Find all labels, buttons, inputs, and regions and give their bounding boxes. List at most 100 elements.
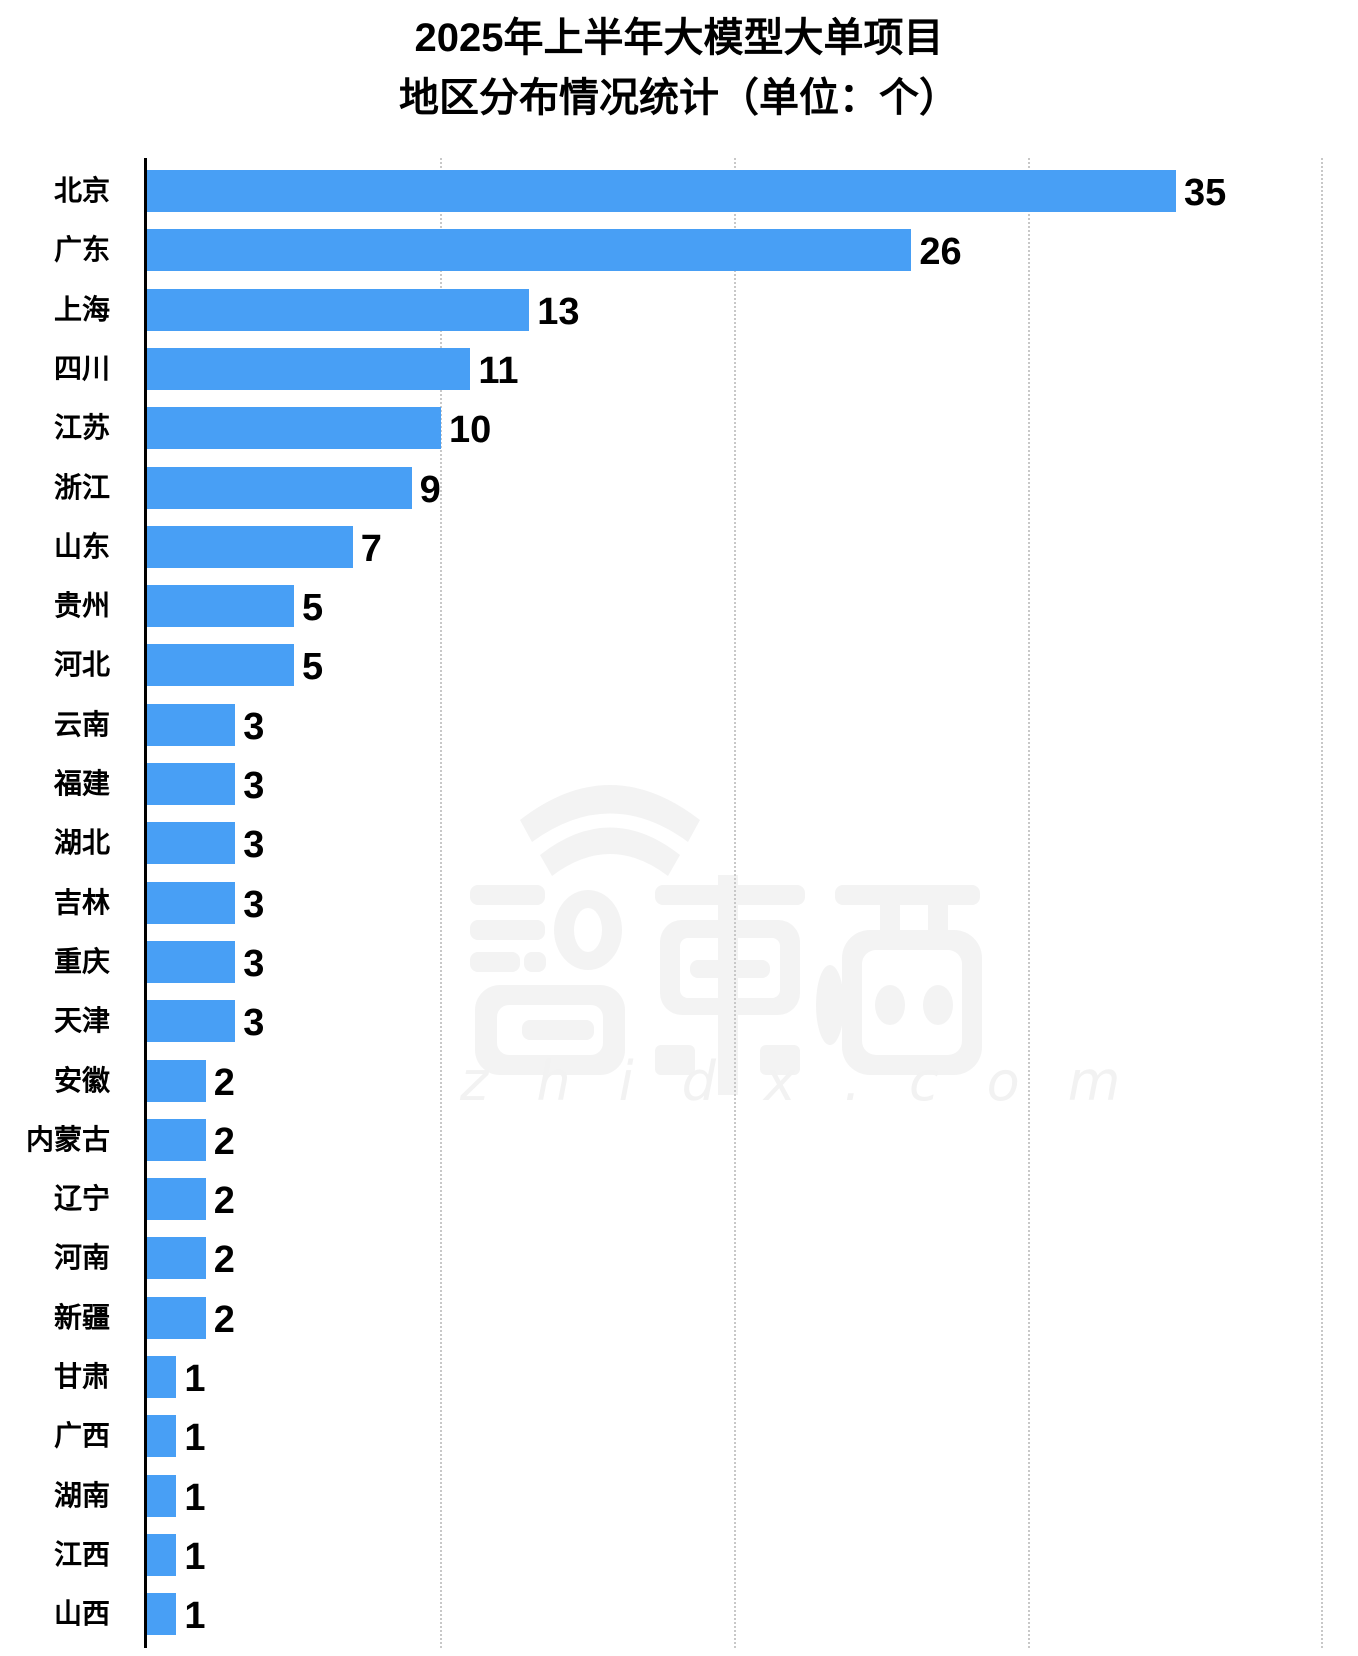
category-label: 广西 — [53, 1420, 110, 1452]
bar-row: 辽宁 2 — [0, 1178, 1358, 1223]
bar-row: 上海 13 — [0, 288, 1358, 333]
category-label: 福建 — [53, 768, 110, 799]
bar-row: 山东 7 — [0, 525, 1358, 570]
bar-row: 江苏 10 — [0, 407, 1358, 452]
value-label: 2 — [213, 1298, 235, 1341]
bar-row: 吉林 3 — [0, 881, 1358, 926]
value-label: 9 — [419, 468, 441, 511]
bar — [147, 466, 412, 509]
bar-row: 江西 1 — [0, 1533, 1358, 1578]
zhidx-watermark-url: zhidx.com — [460, 1050, 1169, 1113]
bar — [147, 525, 353, 568]
category-label: 河南 — [53, 1242, 110, 1274]
value-label: 1 — [184, 1595, 206, 1638]
bar-row: 新疆 2 — [0, 1296, 1358, 1341]
bar — [147, 1059, 206, 1102]
value-label: 11 — [478, 349, 519, 392]
value-label: 7 — [360, 527, 382, 570]
bar — [147, 1296, 206, 1339]
bar-row: 内蒙古 2 — [0, 1118, 1358, 1163]
category-label: 江西 — [53, 1538, 110, 1570]
category-label: 河北 — [53, 649, 110, 681]
category-label: 湖北 — [53, 827, 110, 859]
bar-row: 河南 2 — [0, 1237, 1358, 1282]
category-label: 甘肃 — [53, 1361, 110, 1392]
bar — [147, 881, 236, 924]
value-label: 2 — [213, 1061, 235, 1104]
bar — [147, 1118, 206, 1161]
bar-row: 福建 3 — [0, 763, 1358, 807]
value-label: 2 — [213, 1120, 235, 1163]
value-label: 2 — [213, 1180, 235, 1223]
value-label: 1 — [184, 1476, 206, 1519]
bar — [147, 703, 236, 746]
category-label: 北京 — [53, 175, 110, 206]
category-label: 湖南 — [53, 1479, 110, 1511]
bar — [147, 822, 236, 865]
category-label: 安徽 — [53, 1064, 110, 1096]
bar-row: 浙江 9 — [0, 466, 1358, 511]
chart-title-line1: 2025年上半年大模型大单项目 — [414, 16, 944, 60]
category-label: 山东 — [53, 530, 110, 562]
bar-row: 广西 1 — [0, 1415, 1358, 1460]
chart-title: 2025年上半年大模型大单项目 地区分布情况统计（单位：个） — [0, 8, 1358, 128]
bar — [147, 1474, 177, 1517]
bar-row: 河北 5 — [0, 644, 1358, 689]
value-label: 3 — [243, 883, 265, 926]
chart-title-line2: 地区分布情况统计（单位：个） — [399, 76, 959, 120]
bar — [147, 1356, 177, 1398]
category-label: 内蒙古 — [25, 1123, 110, 1155]
value-label: 10 — [449, 409, 492, 452]
gridline-30 — [1028, 158, 1030, 1648]
category-label: 云南 — [53, 708, 110, 740]
value-label: 2 — [213, 1239, 235, 1282]
bar — [147, 288, 530, 331]
bar-row: 湖北 3 — [0, 822, 1358, 867]
bar-row: 贵州 5 — [0, 585, 1358, 630]
gridline-40 — [1321, 158, 1323, 1648]
value-label: 5 — [302, 587, 324, 630]
category-label: 新疆 — [53, 1301, 110, 1333]
bar-row: 安徽 2 — [0, 1059, 1358, 1104]
gridline-20 — [734, 158, 736, 1648]
bar — [147, 1178, 206, 1221]
category-label: 江苏 — [53, 412, 110, 444]
value-label: 3 — [243, 942, 265, 985]
bar — [147, 170, 1176, 212]
bar — [147, 1533, 177, 1576]
category-label: 吉林 — [53, 886, 110, 918]
bar — [147, 1593, 177, 1636]
category-label: 浙江 — [53, 471, 110, 503]
bar — [147, 347, 471, 390]
y-axis-line — [144, 158, 147, 1648]
bar-row: 甘肃 1 — [0, 1356, 1358, 1400]
category-label: 辽宁 — [53, 1183, 110, 1215]
category-label: 天津 — [53, 1005, 110, 1037]
bar — [147, 644, 294, 687]
bar — [147, 585, 294, 628]
bar-row: 湖南 1 — [0, 1474, 1358, 1519]
category-label: 贵州 — [53, 590, 110, 622]
category-label: 四川 — [53, 352, 110, 384]
category-label: 重庆 — [53, 945, 110, 977]
bar — [147, 407, 441, 450]
bar — [147, 763, 236, 805]
value-label: 1 — [184, 1535, 206, 1578]
category-label: 上海 — [53, 293, 110, 325]
category-label: 山西 — [53, 1598, 110, 1630]
value-label: 3 — [243, 765, 265, 807]
value-label: 3 — [243, 824, 265, 867]
bar-row: 山西 1 — [0, 1593, 1358, 1638]
bar — [147, 940, 236, 983]
bar-row: 四川 11 — [0, 347, 1358, 392]
value-label: 1 — [184, 1358, 206, 1400]
bar-row: 广东 26 — [0, 229, 1358, 273]
bar — [147, 1000, 236, 1043]
value-label: 1 — [184, 1417, 206, 1460]
value-label: 5 — [302, 646, 324, 689]
category-label: 广东 — [53, 234, 110, 266]
bar — [147, 229, 912, 272]
gridline-10 — [440, 158, 442, 1648]
bar — [147, 1237, 206, 1280]
